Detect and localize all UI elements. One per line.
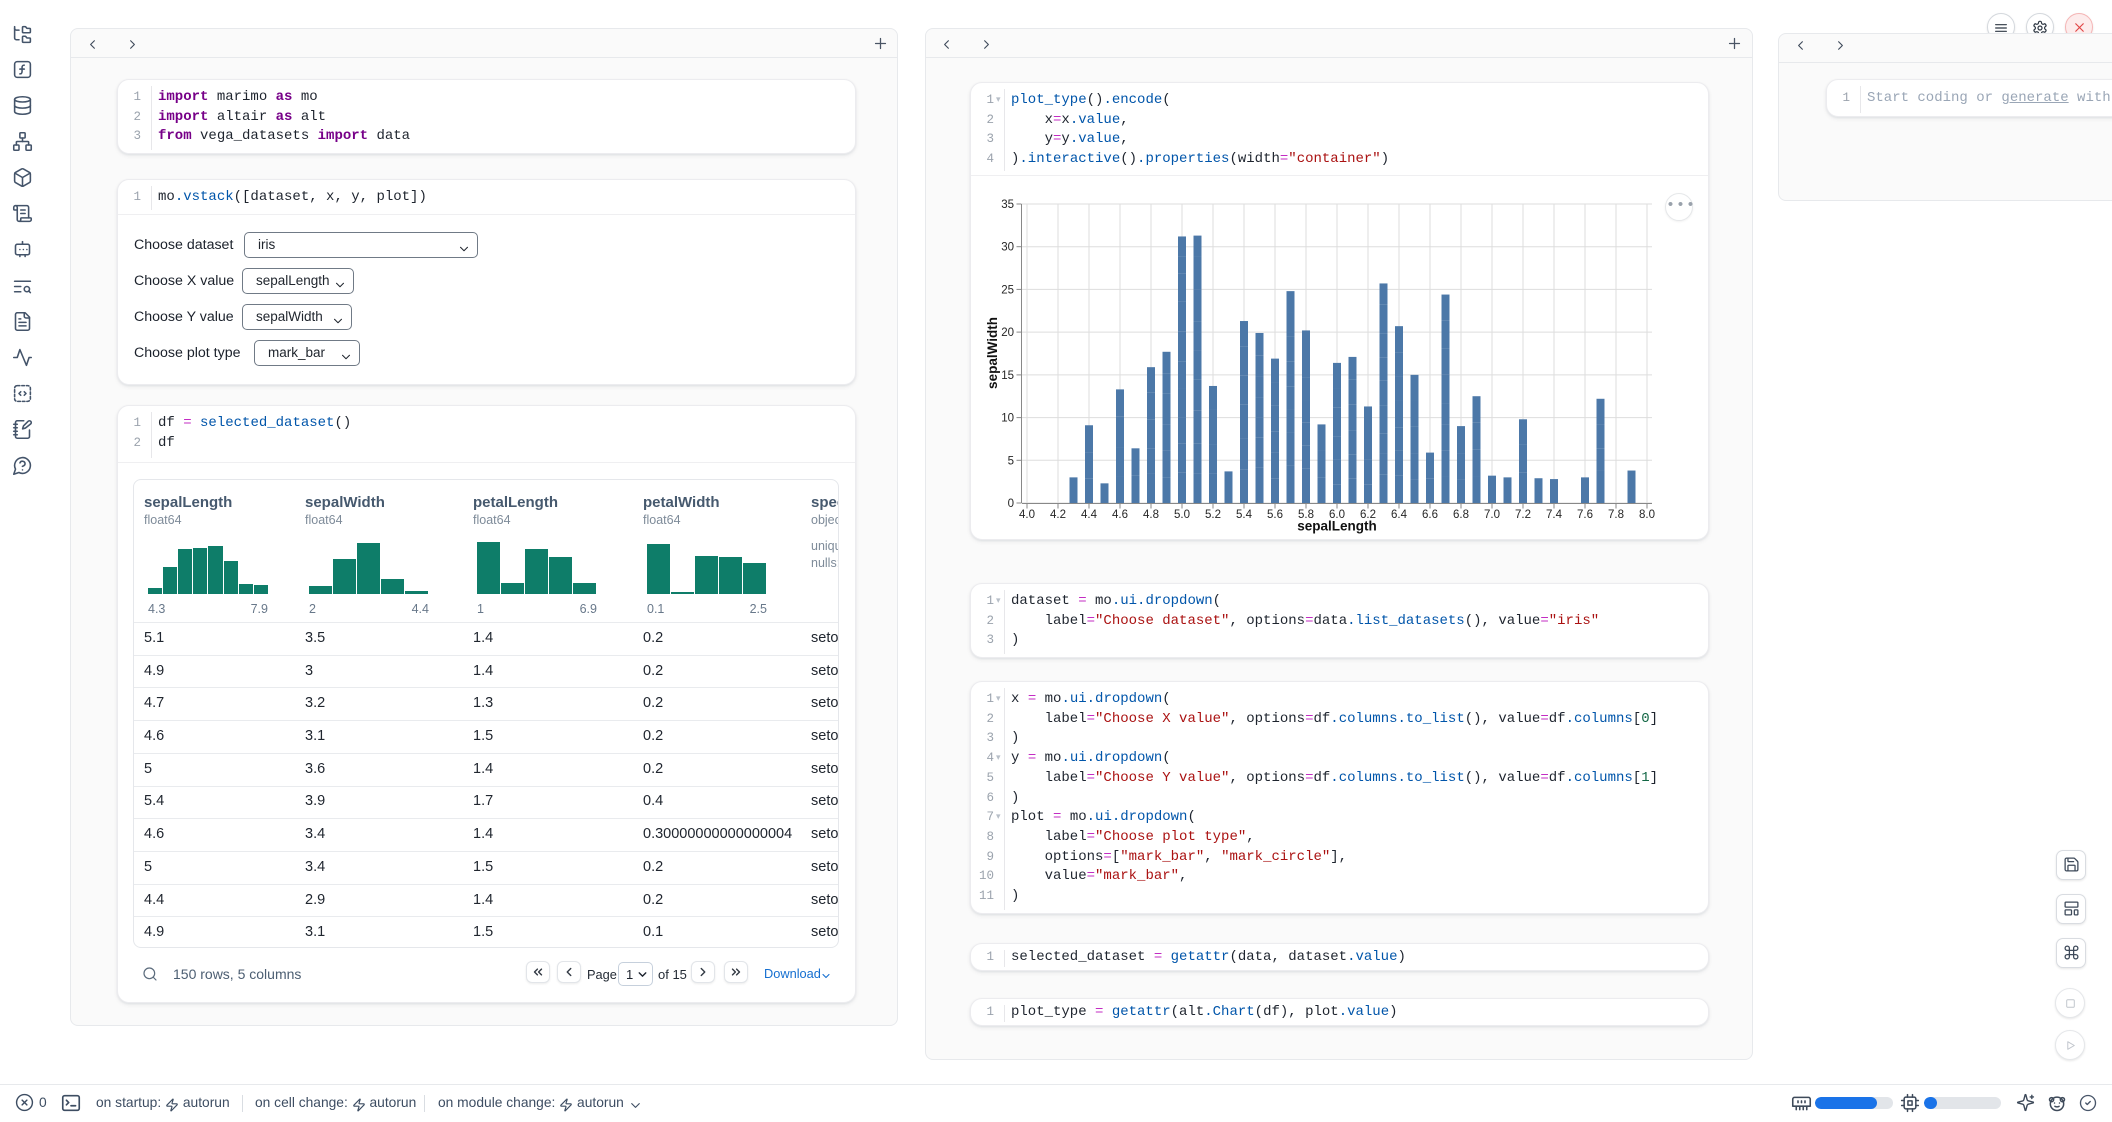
svg-text:30: 30 <box>1001 242 1014 254</box>
svg-text:6.2: 6.2 <box>1360 509 1376 521</box>
svg-text:20: 20 <box>1001 327 1014 339</box>
svg-text:6.8: 6.8 <box>1453 509 1469 521</box>
svg-text:25: 25 <box>1001 284 1014 296</box>
svg-text:5.2: 5.2 <box>1205 509 1221 521</box>
svg-text:7.0: 7.0 <box>1484 509 1500 521</box>
svg-text:4.6: 4.6 <box>1112 509 1128 521</box>
svg-text:6.4: 6.4 <box>1391 509 1408 521</box>
svg-text:7.2: 7.2 <box>1515 509 1531 521</box>
svg-text:4.0: 4.0 <box>1019 509 1035 521</box>
svg-text:sepalLength: sepalLength <box>1297 519 1377 534</box>
svg-text:15: 15 <box>1001 370 1014 382</box>
svg-text:5.0: 5.0 <box>1174 509 1190 521</box>
svg-text:7.6: 7.6 <box>1577 509 1593 521</box>
svg-text:7.4: 7.4 <box>1546 509 1563 521</box>
svg-text:5.4: 5.4 <box>1236 509 1253 521</box>
svg-text:4.2: 4.2 <box>1050 509 1066 521</box>
svg-text:6.0: 6.0 <box>1329 509 1345 521</box>
svg-text:sepalWidth: sepalWidth <box>985 317 1000 389</box>
svg-text:10: 10 <box>1001 413 1014 425</box>
svg-text:5.6: 5.6 <box>1267 509 1283 521</box>
svg-text:7.8: 7.8 <box>1608 509 1624 521</box>
svg-text:4.8: 4.8 <box>1143 509 1159 521</box>
svg-text:5.8: 5.8 <box>1298 509 1314 521</box>
svg-text:35: 35 <box>1001 199 1014 211</box>
svg-text:4.4: 4.4 <box>1081 509 1098 521</box>
svg-text:5: 5 <box>1008 455 1014 467</box>
svg-text:8.0: 8.0 <box>1639 509 1655 521</box>
svg-text:6.6: 6.6 <box>1422 509 1438 521</box>
svg-text:0: 0 <box>1008 498 1014 510</box>
